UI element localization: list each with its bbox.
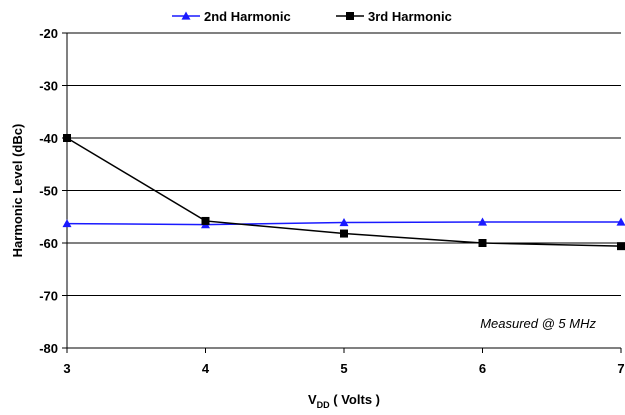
y-tick-label-3: -50 [39, 184, 58, 199]
legend-marker-0 [181, 11, 191, 20]
y-tick-label-2: -60 [39, 236, 58, 251]
series-0-point-0 [62, 219, 72, 228]
series-1-point-1 [201, 216, 210, 225]
x-axis-title-rest: ( Volts ) [330, 392, 380, 407]
legend-marker-1 [346, 12, 354, 20]
x-tick-label-2: 5 [340, 361, 347, 376]
series-0-point-4 [616, 217, 625, 226]
axes [62, 32, 622, 353]
legend-label-0: 2nd Harmonic [204, 9, 291, 24]
legend-label-1: 3rd Harmonic [368, 9, 452, 24]
y-tick-label-1: -70 [39, 289, 58, 304]
y-tick-label-5: -30 [39, 79, 58, 94]
x-tick-label-0: 3 [63, 361, 70, 376]
series-1-point-4 [617, 242, 625, 251]
x-tick-label-1: 4 [202, 361, 210, 376]
series-0-point-3 [478, 217, 487, 226]
annotation-text: Measured @ 5 MHz [480, 316, 596, 331]
series-1-point-0 [63, 134, 71, 142]
y-axis-title: Harmonic Level (dBc) [10, 124, 25, 258]
x-tick-label-4: 7 [617, 361, 624, 376]
data-series [62, 134, 625, 251]
series-1-point-2 [340, 229, 348, 238]
x-axis-title: VDD ( Volts ) [308, 392, 380, 410]
y-tick-label-0: -80 [39, 341, 58, 356]
series-1-point-3 [478, 239, 487, 247]
grid-lines [67, 32, 621, 349]
x-axis-title-subscript: DD [317, 400, 330, 410]
series-0-point-2 [339, 218, 349, 227]
y-tick-label-4: -40 [39, 131, 58, 146]
x-axis-title-main: V [308, 392, 317, 407]
tick-labels: -80 -70 -60 -50 -40 -30 -20 3 4 5 6 7 [39, 26, 624, 376]
y-tick-label-6: -20 [39, 26, 58, 41]
x-tick-label-3: 6 [479, 361, 486, 376]
legend: 2nd Harmonic 3rd Harmonic [172, 9, 452, 24]
